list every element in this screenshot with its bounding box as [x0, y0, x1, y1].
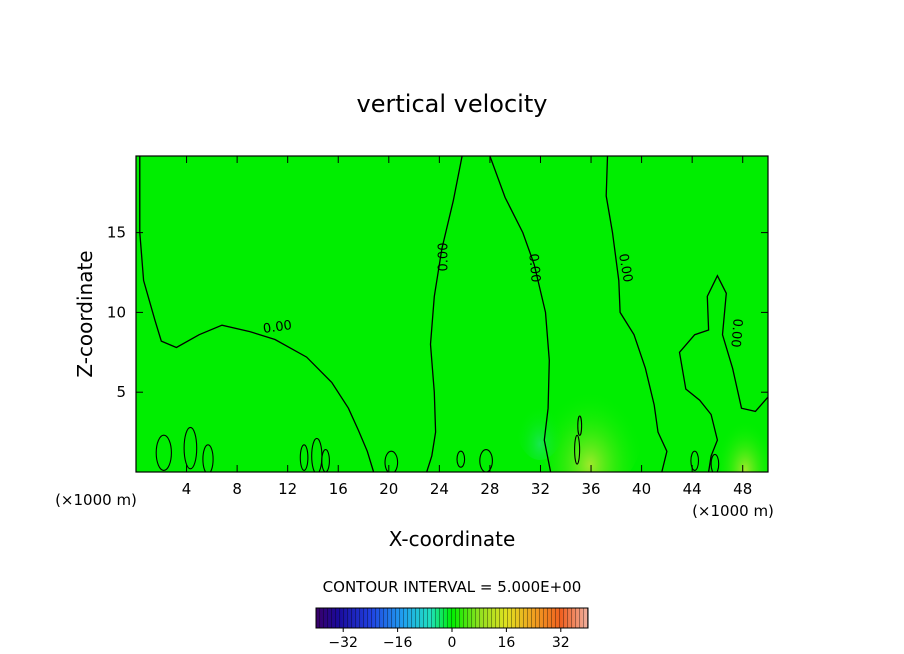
x-tick-label: 44: [683, 480, 702, 498]
zero-contour: [605, 156, 668, 472]
contour-labels: 0.00 0.00 0.00 0.00 0.00: [262, 243, 745, 349]
colorbar-tick-label: 16: [497, 635, 515, 651]
x-tick-label: 4: [182, 480, 192, 498]
eddy-contour: [299, 444, 309, 471]
updraft-region: [535, 345, 645, 472]
y-axis: 5 10 15: [107, 224, 768, 401]
y-tick-label: 15: [107, 224, 126, 242]
x-tick-label: 40: [632, 480, 651, 498]
eddy-contour: [456, 450, 466, 468]
eddy-contour: [384, 450, 399, 472]
y-tick-label: 5: [116, 383, 126, 401]
colorbar-bands: [316, 608, 588, 628]
chart-title: vertical velocity: [357, 90, 548, 118]
colorbar-tick-label: 32: [552, 635, 570, 651]
eddy-contour: [710, 453, 720, 472]
x-tick-label: 48: [733, 480, 752, 498]
contour-label: 0.00: [437, 243, 452, 272]
zero-contour: [139, 156, 375, 472]
plot-frame: [135, 155, 769, 473]
eddy-contour: [155, 434, 172, 471]
eddy-contour: [183, 426, 198, 470]
colorbar-tick-label: −16: [383, 635, 413, 651]
field-shading: [515, 345, 768, 472]
colorbar-tick-label: −32: [328, 635, 358, 651]
x-tick-label: 36: [581, 480, 600, 498]
zero-contour: [489, 156, 552, 472]
x-unit-left: (×1000 m): [55, 491, 137, 509]
colorbar-tick-label: 0: [448, 635, 457, 651]
contour-label: 0.00: [727, 318, 744, 348]
y-tick-label: 10: [107, 303, 126, 321]
contour-label: 0.00: [262, 318, 293, 337]
x-tick-label: 24: [430, 480, 449, 498]
x-tick-label: 16: [329, 480, 348, 498]
zero-contour: [678, 274, 768, 472]
x-axis-label: X-coordinate: [389, 527, 516, 551]
updraft-region-east: [715, 390, 768, 472]
eddy-contour: [202, 444, 214, 472]
contour-label: 0.00: [525, 253, 542, 283]
eddy-contour: [574, 434, 581, 465]
eddy-contour: [690, 450, 700, 471]
colorbar: −32 −16 0 16 32: [315, 607, 589, 651]
x-unit-right: (×1000 m): [692, 502, 774, 520]
x-axis: 4 8 12 16 20 24 28 32 36 40 44 48: [182, 156, 752, 498]
zero-contour: [426, 156, 463, 472]
y-axis-label: Z-coordinate: [73, 250, 97, 377]
contour-label: 0.00: [615, 252, 635, 283]
x-tick-label: 20: [379, 480, 398, 498]
plot-area: 0.00 0.00 0.00 0.00 0.00 4 8 12 16 20 24 28 32 3…: [107, 155, 769, 498]
eddy-contour: [577, 415, 583, 436]
x-tick-label: 32: [531, 480, 550, 498]
x-tick-label: 8: [232, 480, 242, 498]
contour-interval-text: CONTOUR INTERVAL = 5.000E+00: [323, 578, 582, 596]
colorbar-ticks: −32 −16 0 16 32: [328, 628, 570, 651]
contour-lines: [139, 156, 768, 472]
downdraft-region: [515, 380, 565, 460]
x-tick-label: 28: [480, 480, 499, 498]
x-tick-label: 12: [278, 480, 297, 498]
